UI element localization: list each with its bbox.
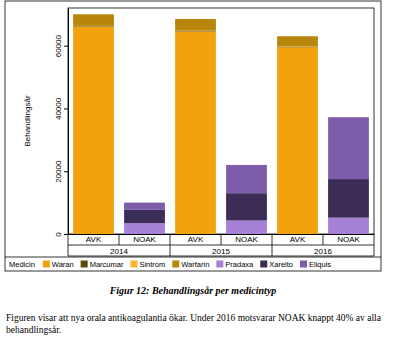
y-axis-line <box>68 9 69 235</box>
x-tick-label: AVK <box>188 235 204 244</box>
bar <box>73 26 114 28</box>
y-tick: 20000 <box>54 160 68 183</box>
bar <box>277 46 318 47</box>
x-tick-label: NOAK <box>133 235 156 244</box>
bar <box>73 14 114 15</box>
bar <box>328 179 369 218</box>
x-tick: NOAK <box>235 234 258 244</box>
bar <box>175 19 216 31</box>
bar <box>226 165 267 193</box>
x-tick: AVK <box>86 234 102 244</box>
cell-border <box>272 234 273 256</box>
legend-swatch <box>130 261 137 268</box>
legend-swatch <box>81 261 88 268</box>
bar <box>175 18 216 19</box>
y-tick-label: 0 <box>54 232 63 237</box>
bar <box>226 221 267 234</box>
y-axis-title: Behandlingsår <box>23 95 32 146</box>
y-tick-mark <box>64 46 68 47</box>
x-tick: NOAK <box>133 234 156 244</box>
bar <box>124 210 165 223</box>
bar <box>124 203 165 210</box>
y-tick-mark <box>64 108 68 109</box>
caption: Figuren visar att nya orala antikoagulan… <box>6 312 384 336</box>
bar-series <box>73 14 318 46</box>
bar <box>73 14 114 15</box>
bar-series <box>124 117 369 210</box>
cell-border <box>170 234 171 256</box>
legend-label: Warfarin <box>181 260 209 269</box>
y-tick-mark <box>64 171 68 172</box>
x-tick: NOAK <box>337 234 360 244</box>
legend-swatch <box>43 261 50 268</box>
figure-title: Figur 12: Behandlingsår per medicintyp <box>109 285 277 296</box>
y-tick-mark <box>64 234 68 235</box>
bar <box>175 31 216 32</box>
cell-border <box>119 234 120 245</box>
x-group-label: 2015 <box>212 247 230 256</box>
cell-border <box>221 234 222 245</box>
legend-label: Xarelto <box>269 260 293 269</box>
x-axis-cells <box>68 234 374 256</box>
legend-border <box>5 257 381 258</box>
legend-swatch <box>300 261 307 268</box>
cell-border <box>374 234 375 256</box>
bar <box>73 14 114 15</box>
x-tick-label: NOAK <box>235 235 258 244</box>
cell-border <box>323 234 324 245</box>
bar <box>277 36 318 37</box>
bar <box>175 18 216 19</box>
bar <box>73 14 114 26</box>
bar <box>175 18 216 19</box>
bar <box>124 223 165 234</box>
y-tick: 0 <box>54 232 68 237</box>
bar <box>277 47 318 234</box>
x-tick-label: AVK <box>290 235 306 244</box>
plot-frame <box>68 8 374 234</box>
x-tick-label: NOAK <box>337 235 360 244</box>
cell-border <box>68 256 374 257</box>
bar <box>226 193 267 220</box>
legend-swatch <box>172 261 179 268</box>
x-tick-label: AVK <box>86 235 102 244</box>
x-group-label: 2016 <box>314 247 332 256</box>
figure-frame <box>5 1 381 271</box>
y-tick: 40000 <box>54 97 68 120</box>
x-tick: AVK <box>188 234 204 244</box>
bar <box>328 218 369 234</box>
bar <box>277 36 318 46</box>
legend-label: Pradaxa <box>225 260 254 269</box>
legend-label: Marcumar <box>90 260 124 269</box>
legend-label: Waran <box>52 260 74 269</box>
y-tick: 60000 <box>54 34 68 57</box>
x-group-label: 2014 <box>110 247 128 256</box>
y-tick-label: 40000 <box>54 97 63 120</box>
bar-series <box>73 27 318 234</box>
bar <box>73 27 114 234</box>
legend-title: Medicin <box>9 260 35 269</box>
bar <box>328 117 369 179</box>
bar <box>277 36 318 37</box>
bars <box>73 14 369 234</box>
x-axis-line <box>69 234 375 235</box>
legend: Medicin Waran Marcumar Sintrom Warfarin Prada… <box>5 257 381 269</box>
bar <box>277 36 318 37</box>
legend-label: Sintrom <box>139 260 165 269</box>
bar <box>175 32 216 234</box>
cell-border <box>68 234 69 256</box>
legend-swatch <box>216 261 223 268</box>
y-tick-label: 20000 <box>54 160 63 183</box>
legend-label: Eliquis <box>309 260 331 269</box>
x-axis: AVK NOAK AVK NOAK AVK NOAK <box>69 234 375 244</box>
y-tick-label: 60000 <box>54 34 63 57</box>
y-axis: 0 20000 40000 60000 <box>54 9 69 237</box>
x-tick: AVK <box>290 234 306 244</box>
legend-swatch <box>260 261 267 268</box>
